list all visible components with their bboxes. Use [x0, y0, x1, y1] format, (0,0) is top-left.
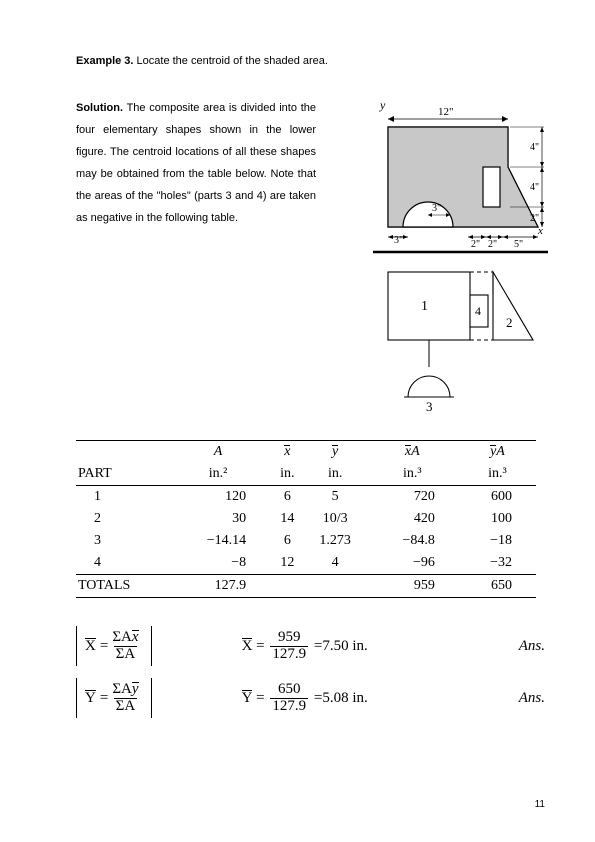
svg-text:2": 2": [488, 239, 497, 250]
equations: X = ΣAx ΣA X = 959 127.9 = 7.50 in. Ans.…: [76, 626, 549, 718]
example-title: Example 3. Locate the centroid of the sh…: [76, 55, 549, 67]
solution-text: Solution. The composite area is divided …: [76, 97, 316, 229]
svg-text:4": 4": [530, 182, 539, 193]
solution-row: Solution. The composite area is divided …: [76, 97, 549, 420]
svg-text:2": 2": [530, 213, 539, 224]
svg-text:3": 3": [432, 203, 441, 214]
eq1-formula: X = ΣAx ΣA: [76, 626, 152, 666]
svg-text:x: x: [537, 225, 543, 237]
svg-text:2: 2: [506, 315, 513, 330]
svg-text:1: 1: [421, 299, 428, 314]
svg-text:4: 4: [475, 304, 481, 318]
svg-text:3: 3: [426, 399, 433, 414]
svg-text:y: y: [379, 98, 386, 112]
eq2-formula: Y = ΣAy ΣA: [76, 678, 152, 718]
figure: y 12": [338, 97, 548, 420]
svg-text:2": 2": [471, 239, 480, 250]
page-number: 11: [535, 799, 545, 810]
svg-text:12": 12": [438, 106, 454, 118]
svg-text:4": 4": [530, 142, 539, 153]
svg-text:5": 5": [514, 239, 523, 250]
calc-table: A x y xA yA PART in.² in. in. in.³ in.³ …: [76, 440, 536, 598]
